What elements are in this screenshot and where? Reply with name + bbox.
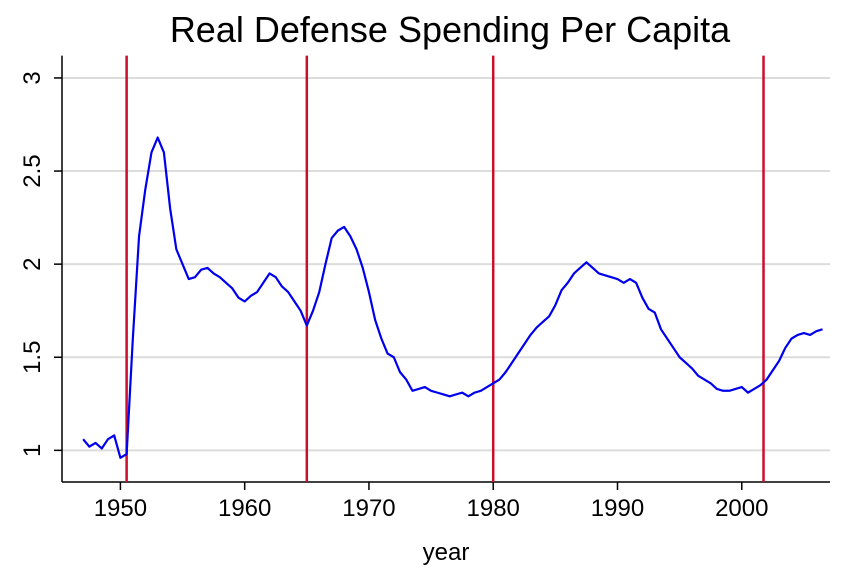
y-tick-label: 2 [19, 257, 46, 270]
y-tick-label: 1.5 [19, 341, 46, 374]
y-tick-label: 3 [19, 71, 46, 84]
y-tick-label: 1 [19, 444, 46, 457]
x-axis-label: year [423, 539, 470, 566]
series-line [82, 136, 823, 459]
x-tick-label: 1970 [342, 495, 395, 522]
x-tick-label: 1980 [467, 495, 520, 522]
chart-title: Real Defense Spending Per Capita [170, 9, 731, 50]
x-tick-label: 1960 [218, 495, 271, 522]
x-tick-label: 1950 [94, 495, 147, 522]
x-tick-label: 2000 [715, 495, 768, 522]
x-tick-label: 1990 [591, 495, 644, 522]
y-tick-label: 2.5 [19, 154, 46, 187]
